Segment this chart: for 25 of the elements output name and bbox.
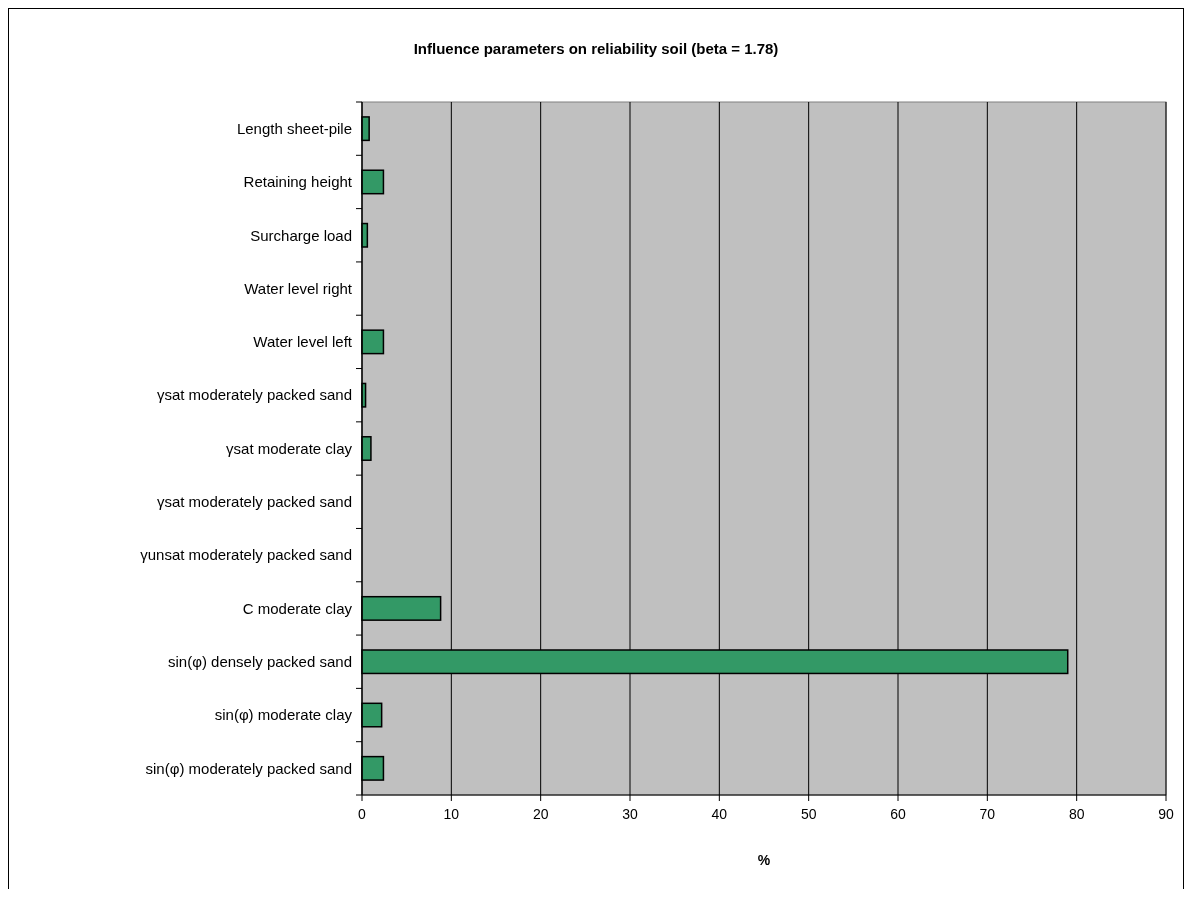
y-tick-label: Water level right [244, 279, 353, 297]
y-tick-label: sin(φ) densely packed sand [168, 652, 352, 670]
x-tick-label: 10 [443, 806, 460, 822]
x-tick-label: 0 [358, 806, 367, 822]
y-tick-label: Surcharge load [250, 226, 352, 244]
y-tick-label: C moderate clay [242, 599, 353, 617]
y-tick-label: Retaining height [243, 173, 353, 191]
y-tick-label: γunsat moderately packed sand [140, 546, 352, 564]
y-tick-label: sin(φ) moderate clay [214, 706, 353, 724]
y-tick-label: sin(φ) moderately packed sand [145, 759, 352, 777]
x-tick-label: 80 [1068, 806, 1085, 822]
x-tick-label: 50 [800, 806, 817, 822]
y-tick-label: γsat moderately packed sand [156, 386, 352, 404]
x-tick-label: 90 [1158, 806, 1174, 822]
x-tick-label: 60 [890, 806, 906, 822]
y-tick-label: Length sheet-pile [236, 119, 352, 137]
x-tick-label: 30 [622, 806, 638, 822]
x-axis-title: % [757, 852, 771, 868]
x-tick-label: 20 [532, 806, 549, 822]
y-tick-label: γsat moderately packed sand [156, 493, 352, 511]
x-tick-label: 40 [711, 806, 728, 822]
chart-title: Influence parameters on reliability soil (beta = 1.78) [413, 40, 779, 57]
y-tick-label: Water level left [253, 333, 353, 351]
x-tick-label: 70 [979, 806, 996, 822]
y-tick-label: γsat moderate clay [226, 439, 353, 457]
